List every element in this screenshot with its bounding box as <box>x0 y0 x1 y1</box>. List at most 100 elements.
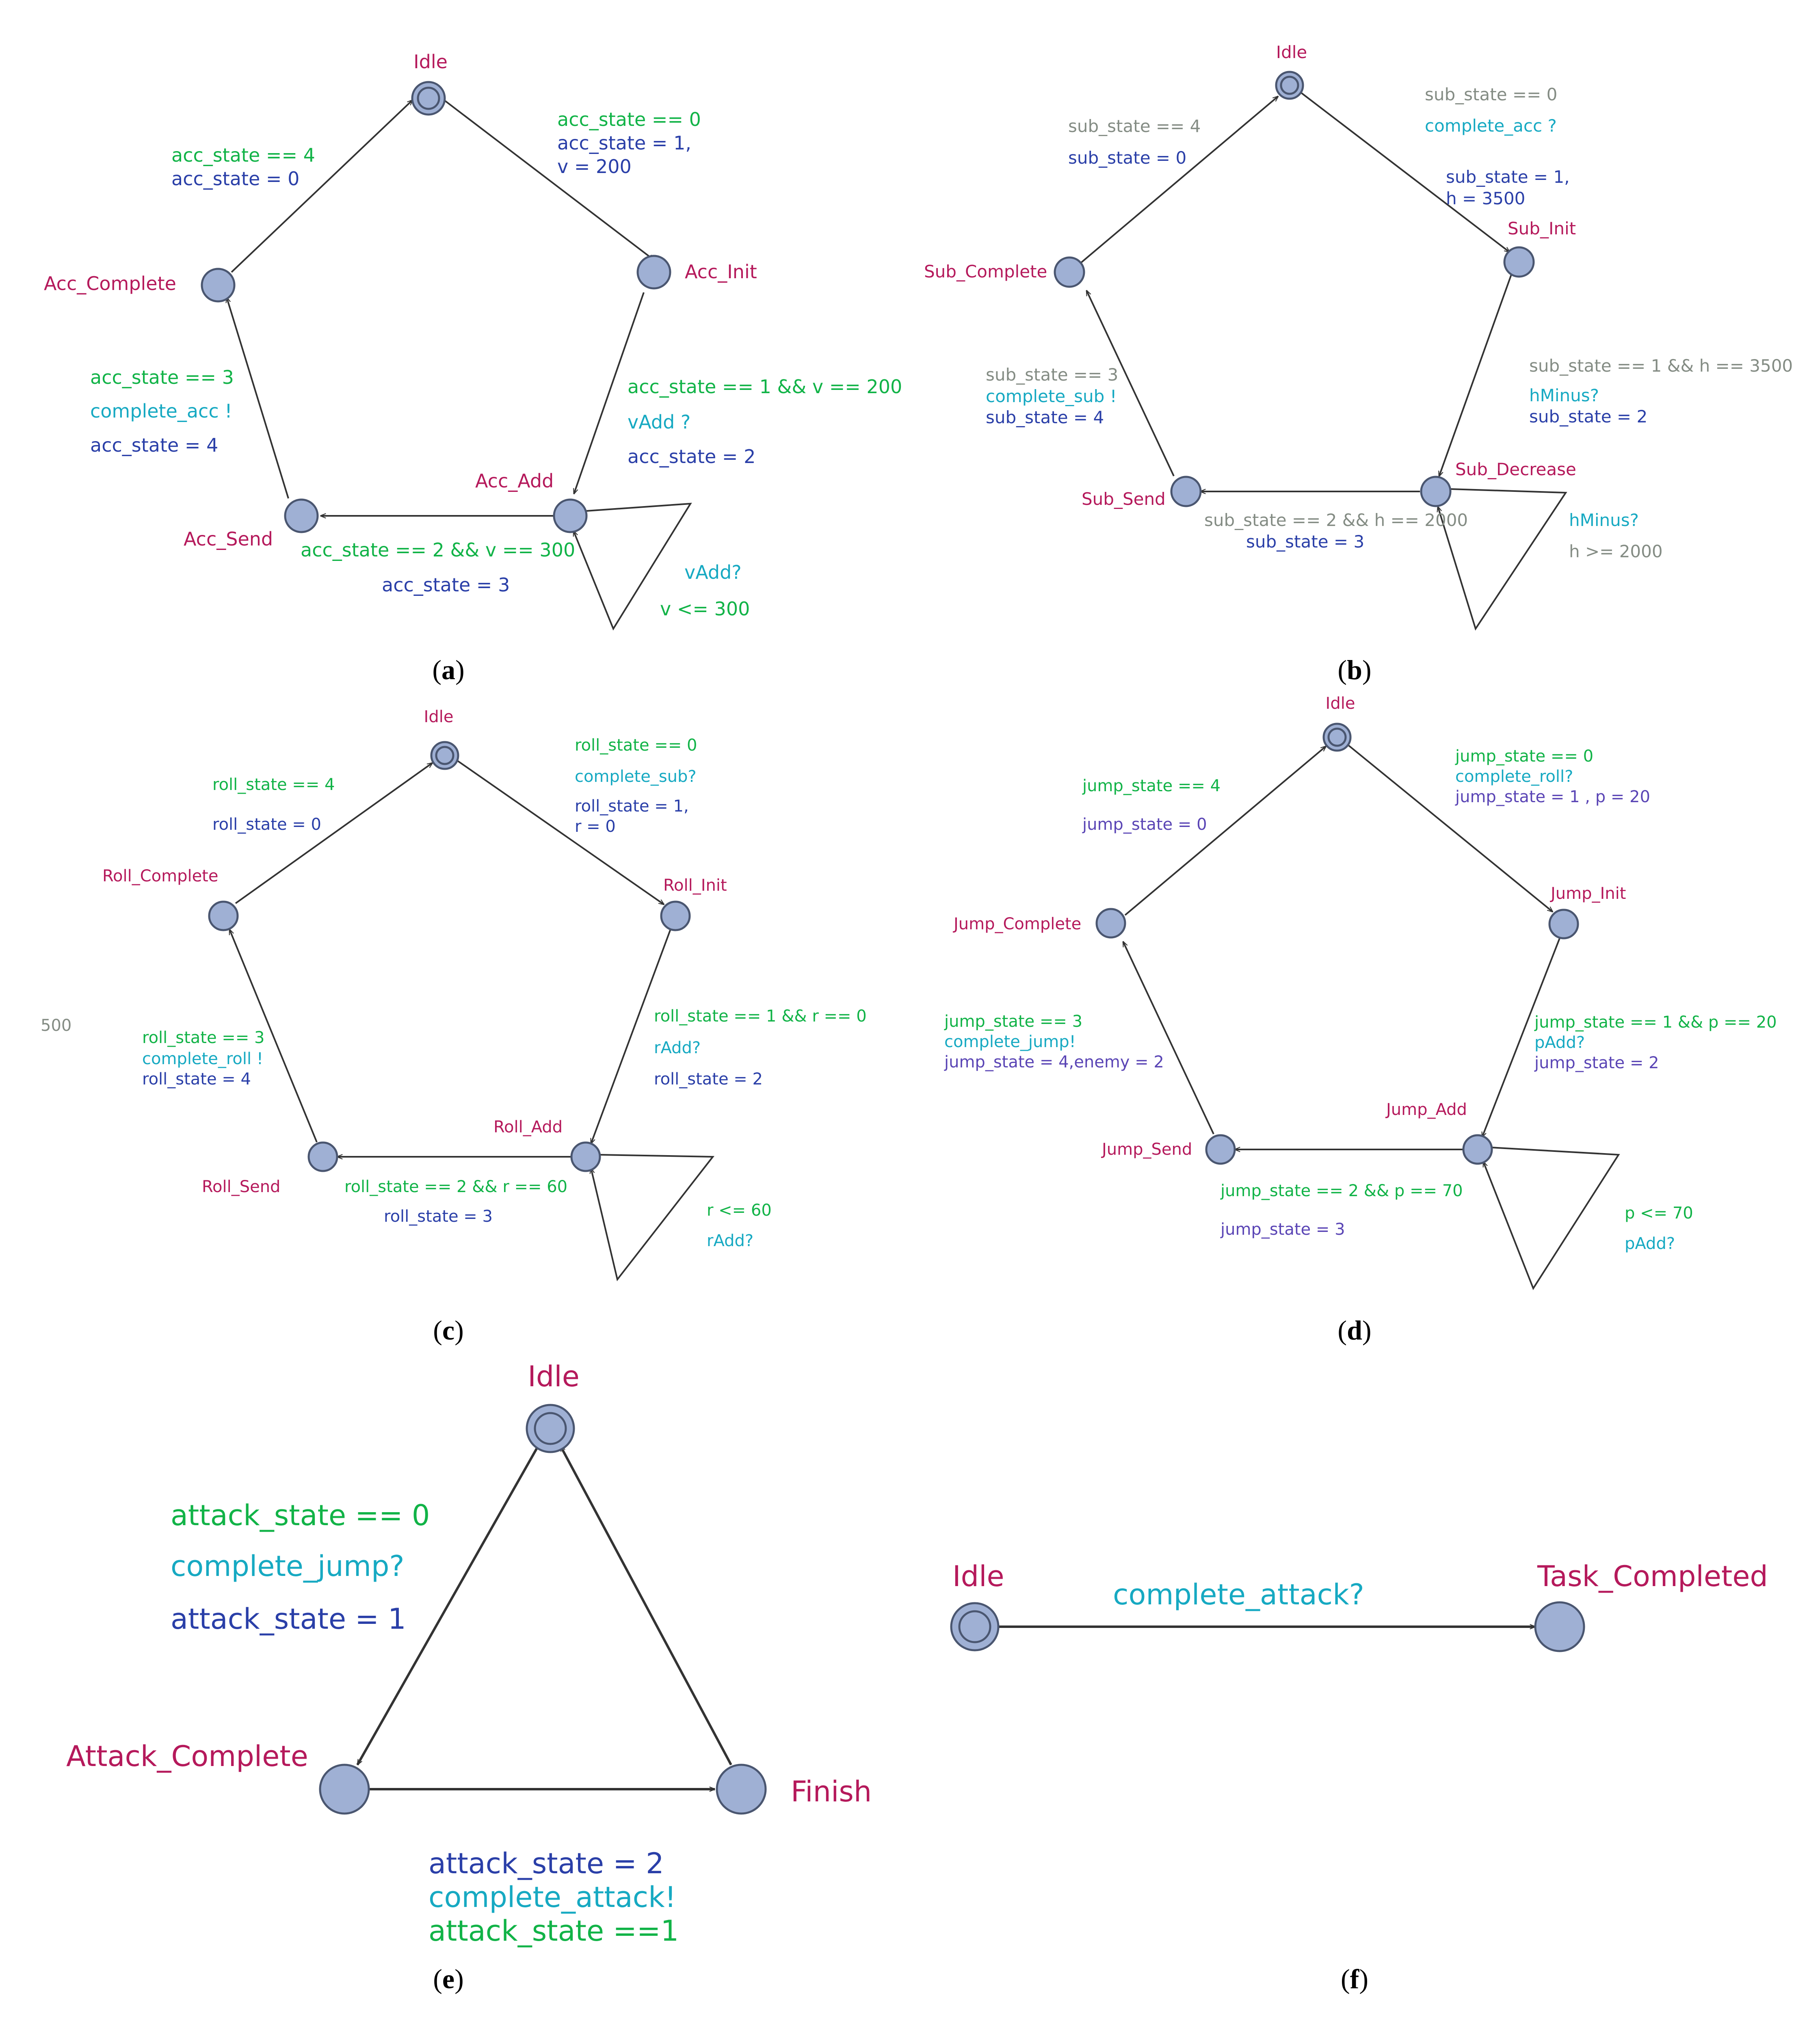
b-e3-guard: sub_state == 2 && h == 2000 <box>1204 510 1468 530</box>
d-e2-guard: jump_state == 1 && p == 20 <box>1534 1013 1777 1032</box>
node-a-acc-init <box>636 255 671 290</box>
node-a-acc-send <box>284 498 319 533</box>
edge-d-loop <box>1482 1147 1620 1290</box>
e-e1-sync: complete_jump? <box>171 1550 405 1583</box>
edge-d-init-add <box>1481 938 1560 1137</box>
b-e4-assign: sub_state = 4 <box>986 407 1104 427</box>
caption-f-letter: f <box>1350 1963 1360 1994</box>
b-loop-guard: h >= 2000 <box>1569 541 1663 561</box>
edge-a-complete-idle <box>231 100 413 273</box>
node-e-idle-inner <box>534 1412 567 1445</box>
f-e1-sync: complete_attack? <box>1113 1578 1364 1611</box>
a-e2-assign: acc_state = 2 <box>628 446 755 468</box>
loc-b-sub-complete: Sub_Complete <box>924 262 1047 281</box>
a-loop-sync: vAdd? <box>684 561 742 583</box>
c-e1-assign1: roll_state = 1, <box>575 797 689 816</box>
loc-b-sub-decrease: Sub_Decrease <box>1455 459 1576 479</box>
caption-b-letter: b <box>1347 654 1362 685</box>
node-d-jump-init <box>1548 909 1579 939</box>
loc-c-roll-init: Roll_Init <box>663 876 727 895</box>
caption-e-letter: e <box>442 1963 454 1994</box>
b-e1-assign1: sub_state = 1, <box>1446 167 1570 187</box>
loc-d-idle: Idle <box>1326 694 1355 713</box>
node-e-attack-complete <box>319 1764 370 1815</box>
loc-e-attack-complete: Attack_Complete <box>66 1740 308 1773</box>
node-c-roll-send <box>307 1141 338 1172</box>
node-d-idle-inner <box>1327 727 1347 747</box>
caption-f: (f) <box>1341 1963 1368 1994</box>
e-e1-assign: attack_state = 1 <box>171 1602 406 1636</box>
loc-a-idle: Idle <box>413 51 448 73</box>
b-e1-guard: sub_state == 0 <box>1425 84 1557 104</box>
b-e2-assign: sub_state = 2 <box>1529 407 1647 426</box>
c-e3-assign: roll_state = 3 <box>384 1207 493 1226</box>
node-d-jump-send <box>1205 1134 1236 1165</box>
caption-e-open: ( <box>433 1963 442 1994</box>
d-loop-sync: pAdd? <box>1625 1234 1675 1253</box>
d-e1-sync: complete_roll? <box>1455 767 1573 786</box>
a-e5-assign: acc_state = 0 <box>171 168 299 190</box>
caption-a-open: ( <box>432 654 441 685</box>
c-stray-label: 500 <box>41 1016 71 1035</box>
b-e3-assign: sub_state = 3 <box>1246 532 1364 552</box>
loc-c-roll-complete: Roll_Complete <box>102 867 218 885</box>
caption-c-close: ) <box>454 1315 464 1346</box>
d-e4-assign: jump_state = 4,enemy = 2 <box>944 1053 1164 1071</box>
node-a-acc-complete <box>201 268 236 303</box>
node-c-roll-init <box>660 900 691 931</box>
a-e4-assign: acc_state = 4 <box>90 434 218 456</box>
e-e2-assign: attack_state = 2 <box>428 1847 664 1880</box>
b-e4-sync: complete_sub ! <box>986 386 1117 406</box>
caption-c-letter: c <box>442 1315 454 1346</box>
a-e3-guard: acc_state == 2 && v == 300 <box>301 539 575 561</box>
node-f-task-completed <box>1534 1601 1585 1652</box>
caption-f-close: ) <box>1359 1963 1368 1994</box>
panel-b: Idle Sub_Init Sub_Decrease Sub_Send Sub_… <box>924 42 1793 685</box>
loc-a-acc-init: Acc_Init <box>685 261 757 283</box>
c-e1-guard: roll_state == 0 <box>575 736 697 755</box>
edge-e-finish-idle <box>559 1446 732 1766</box>
caption-d-open: ( <box>1337 1315 1347 1346</box>
b-e1-sync: complete_acc ? <box>1425 116 1557 136</box>
c-e2-sync: rAdd? <box>654 1039 701 1057</box>
c-e1-sync: complete_sub? <box>575 767 697 786</box>
a-e4-sync: complete_acc ! <box>90 400 232 422</box>
edge-c-loop <box>591 1154 715 1281</box>
edge-a-loop <box>573 502 692 631</box>
node-b-sub-complete <box>1054 256 1085 288</box>
c-e5-assign: roll_state = 0 <box>212 815 321 834</box>
node-b-sub-decrease <box>1420 476 1452 507</box>
caption-c-open: ( <box>433 1315 442 1346</box>
node-d-jump-add <box>1462 1134 1493 1165</box>
c-e4-assign: roll_state = 4 <box>142 1070 251 1089</box>
d-loop-guard: p <= 70 <box>1625 1204 1693 1223</box>
edge-a-idle-init <box>440 97 654 260</box>
c-e3-guard: roll_state == 2 && r == 60 <box>344 1177 567 1196</box>
c-loop-guard: r <= 60 <box>707 1201 772 1220</box>
caption-c: (c) <box>433 1315 464 1346</box>
caption-d: (d) <box>1337 1315 1371 1346</box>
a-e3-assign: acc_state = 3 <box>382 574 510 596</box>
edge-c-idle-init <box>455 759 664 905</box>
c-e4-guard: roll_state == 3 <box>142 1028 265 1047</box>
loc-e-finish: Finish <box>791 1775 872 1808</box>
c-e5-guard: roll_state == 4 <box>212 775 335 794</box>
loc-f-idle: Idle <box>952 1560 1004 1593</box>
edge-c-complete-idle <box>235 763 433 904</box>
edge-c-init-add <box>590 928 672 1144</box>
node-b-idle-inner <box>1280 76 1299 95</box>
b-e4-guard: sub_state == 3 <box>986 365 1118 385</box>
caption-a: (a) <box>432 654 464 685</box>
b-e2-guard: sub_state == 1 && h == 3500 <box>1529 356 1793 376</box>
b-loop-sync: hMinus? <box>1569 510 1639 530</box>
d-e3-guard: jump_state == 2 && p == 70 <box>1220 1182 1463 1200</box>
d-e2-assign: jump_state = 2 <box>1534 1054 1659 1072</box>
e-e2-sync: complete_attack! <box>428 1881 676 1914</box>
edge-d-complete-idle <box>1124 746 1326 916</box>
edge-a-send-complete <box>227 297 289 499</box>
d-e2-sync: pAdd? <box>1534 1033 1585 1052</box>
panel-c: Idle Roll_Init Roll_Add Roll_Send Roll_C… <box>41 708 867 1346</box>
node-c-roll-complete <box>208 900 239 931</box>
e-e1-guard: attack_state == 0 <box>171 1499 430 1532</box>
